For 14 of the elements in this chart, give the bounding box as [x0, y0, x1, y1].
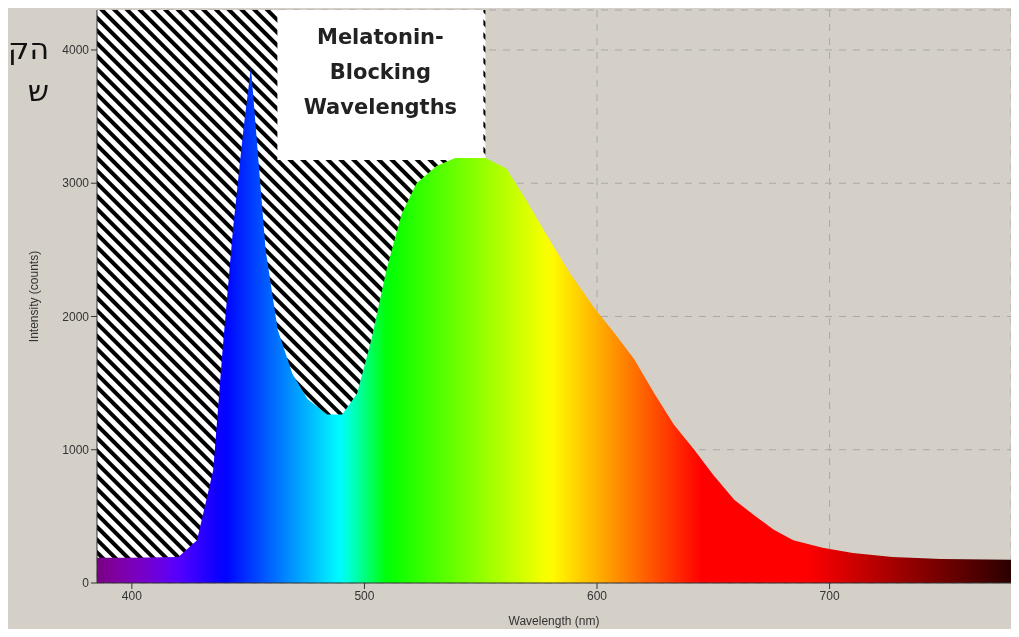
text: הק	[8, 31, 49, 66]
band-label: Melatonin- Blocking Wavelengths	[303, 25, 458, 119]
text: ש	[27, 73, 49, 108]
y-axis-title: Intensity (counts)	[27, 250, 42, 343]
x-tick-label: 400	[121, 588, 143, 603]
y-tick-label: 4000	[62, 43, 90, 58]
y-tick-label: 0	[82, 576, 90, 591]
y-tick-label: 1000	[62, 443, 90, 457]
x-tick-label: 700	[819, 588, 840, 603]
y-tick-label: 3000	[62, 176, 90, 191]
x-tick-label: 600	[587, 588, 608, 603]
y-tick-label: 2000	[62, 309, 90, 324]
x-axis-title: Wavelength (nm)	[508, 614, 600, 628]
x-tick-label: 500	[354, 588, 375, 603]
